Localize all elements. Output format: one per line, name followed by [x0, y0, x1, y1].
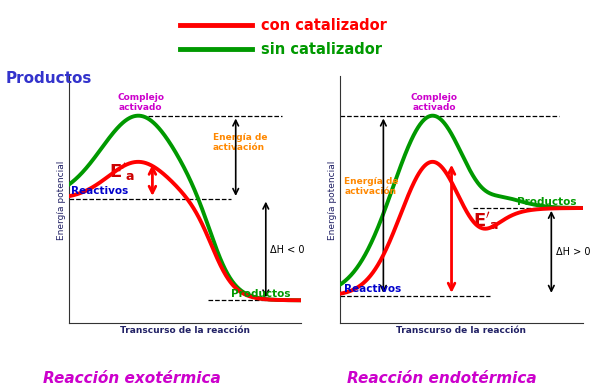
X-axis label: Transcurso de la reacción: Transcurso de la reacción — [120, 326, 250, 335]
Text: Productos: Productos — [231, 289, 291, 299]
Y-axis label: Energía potencial: Energía potencial — [57, 160, 66, 240]
Text: Energía de
activación: Energía de activación — [344, 177, 399, 196]
Text: sin catalizador: sin catalizador — [261, 42, 382, 56]
Text: Reactivos: Reactivos — [72, 186, 129, 196]
Y-axis label: Energía potencial: Energía potencial — [328, 160, 337, 240]
Text: Complejo
activado: Complejo activado — [117, 93, 164, 112]
Text: Productos: Productos — [6, 71, 93, 86]
X-axis label: Transcurso de la reacción: Transcurso de la reacción — [396, 326, 526, 335]
Text: ΔH > 0: ΔH > 0 — [556, 247, 591, 257]
Text: Reacción exotérmica: Reacción exotérmica — [43, 371, 221, 386]
Text: Reacción endotérmica: Reacción endotérmica — [347, 371, 537, 386]
Text: Complejo
activado: Complejo activado — [411, 93, 458, 112]
Text: Productos: Productos — [517, 196, 577, 207]
Text: con catalizador: con catalizador — [261, 18, 387, 33]
Text: ΔH < 0: ΔH < 0 — [270, 245, 305, 254]
Text: $\mathbf{E'_a}$: $\mathbf{E'_a}$ — [472, 210, 499, 232]
Text: Energía de
activación: Energía de activación — [213, 133, 267, 152]
Text: Reactivos: Reactivos — [344, 284, 401, 294]
Text: $\mathbf{E'_a}$: $\mathbf{E'_a}$ — [109, 162, 135, 183]
